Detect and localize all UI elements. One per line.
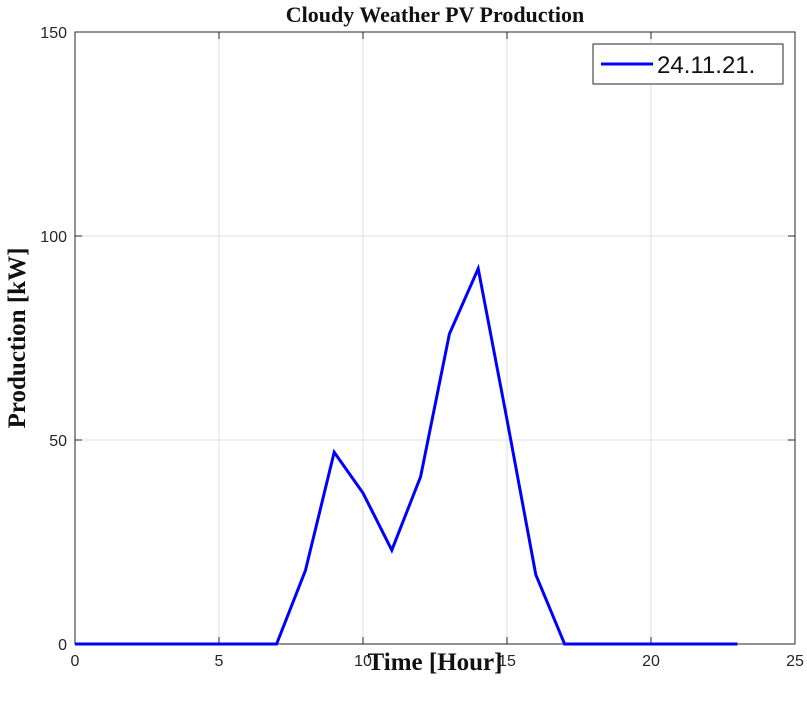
x-tick-label: 0 [71, 653, 80, 670]
legend-label: 24.11.21. [657, 52, 755, 79]
y-tick-label: 0 [58, 637, 67, 654]
x-axis-label: Time [Hour] [367, 649, 503, 676]
x-tick-label: 5 [215, 653, 224, 670]
x-tick-label: 10 [354, 653, 372, 670]
series-line [75, 263, 738, 646]
y-axis-label: Production [kW] [4, 247, 31, 429]
x-tick-label: 15 [498, 653, 516, 670]
y-tick-label: 150 [40, 25, 67, 42]
x-tick-label: 20 [642, 653, 660, 670]
plot-background [75, 32, 795, 644]
chart-title: Cloudy Weather PV Production [285, 2, 585, 27]
y-tick-label: 100 [40, 229, 67, 246]
x-tick-label: 25 [786, 653, 804, 670]
axes-frame [74, 31, 796, 645]
y-tick-label: 50 [49, 433, 67, 450]
